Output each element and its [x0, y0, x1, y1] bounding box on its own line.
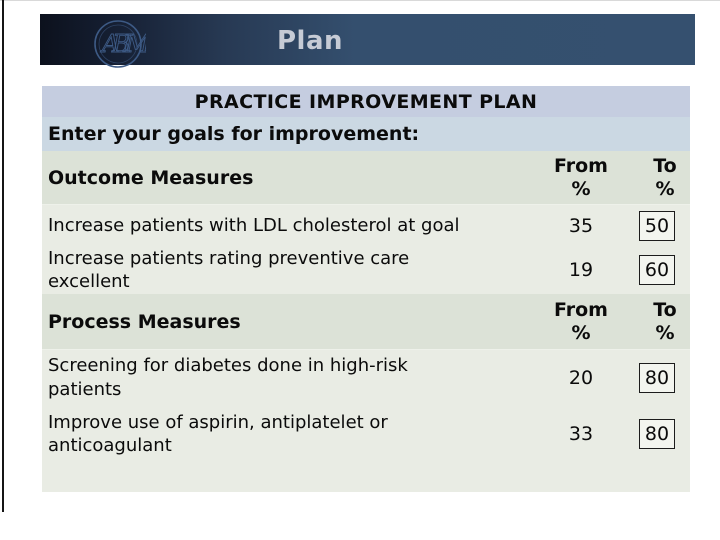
- section-heading: Outcome Measures: [48, 166, 254, 189]
- to-goal-input[interactable]: [639, 362, 675, 393]
- svg-text:ABIM: ABIM: [100, 30, 146, 58]
- measure-label: Increase patients with LDL cholesterol a…: [48, 214, 460, 236]
- from-value: 20: [568, 366, 594, 389]
- form-subtitle: Enter your goals for improvement:: [42, 117, 690, 151]
- table-row: Screening for diabetes done in high-risk…: [42, 350, 690, 405]
- measure-label: Screening for diabetes done in high-risk…: [48, 355, 408, 400]
- slide-left-edge: [2, 0, 4, 512]
- section-header-process: Process Measures From % To %: [42, 294, 690, 350]
- table-row: Improve use of aspirin, antiplatelet or …: [42, 405, 690, 463]
- to-goal-input[interactable]: [639, 255, 675, 285]
- from-value: 35: [568, 214, 594, 237]
- form-title: PRACTICE IMPROVEMENT PLAN: [42, 86, 690, 117]
- to-goal-input[interactable]: [639, 419, 675, 449]
- from-value: 19: [568, 259, 594, 281]
- column-header-to: To %: [653, 298, 677, 344]
- measure-label: Increase patients rating preventive care…: [48, 247, 410, 292]
- abim-logo-icon: ABIM: [94, 20, 146, 68]
- practice-improvement-form: PRACTICE IMPROVEMENT PLAN Enter your goa…: [42, 86, 690, 492]
- page-title: Plan: [276, 26, 344, 56]
- column-header-from: From %: [554, 154, 608, 200]
- to-goal-input[interactable]: [639, 210, 675, 241]
- column-header-to: To %: [653, 154, 677, 200]
- slide-header-bar: ABIM Plan: [40, 14, 695, 68]
- table-row: Increase patients with LDL cholesterol a…: [42, 205, 690, 246]
- form-bottom-padding: [42, 463, 690, 492]
- table-row: Increase patients rating preventive care…: [42, 246, 690, 294]
- section-header-outcome: Outcome Measures From % To %: [42, 151, 690, 205]
- from-value: 33: [568, 423, 594, 445]
- column-header-from: From %: [554, 298, 608, 344]
- slide-top-edge: [0, 0, 720, 1]
- measure-label: Improve use of aspirin, antiplatelet or …: [48, 411, 388, 456]
- section-heading: Process Measures: [48, 310, 241, 333]
